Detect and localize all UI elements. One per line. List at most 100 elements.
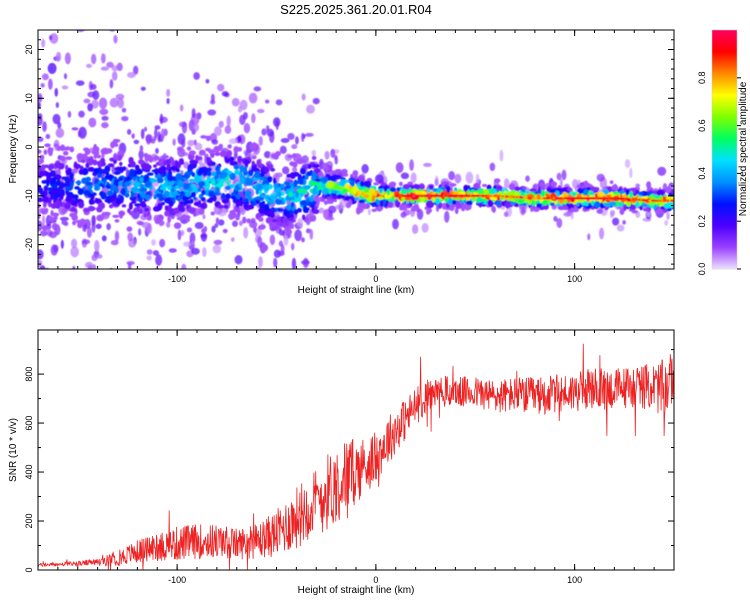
heatmap-cell — [246, 218, 251, 224]
heatmap-cell — [35, 292, 41, 298]
heatmap-cell — [87, 91, 96, 98]
heatmap-cell — [313, 195, 320, 202]
heatmap-cell — [106, 61, 114, 68]
heatmap-cell — [361, 163, 369, 174]
heatmap-cell — [257, 236, 263, 248]
heatmap-cell — [99, 182, 104, 187]
y-tick-label: -10 — [24, 189, 34, 202]
heatmap-cell — [598, 227, 605, 240]
heatmap-cell — [401, 196, 406, 203]
heatmap-cell — [138, 228, 142, 236]
heatmap-cell — [43, 188, 48, 195]
heatmap-cell — [51, 212, 60, 217]
heatmap-cell — [205, 78, 210, 84]
heatmap-cell — [279, 145, 287, 154]
heatmap-cell — [275, 99, 283, 106]
heatmap-cell — [218, 175, 227, 179]
heatmap-cell — [549, 189, 555, 194]
heatmap-cell — [292, 161, 298, 168]
heatmap-cell — [513, 186, 521, 192]
heatmap-cell — [42, 196, 49, 204]
heatmap-cell — [271, 218, 278, 223]
heatmap-cell — [233, 146, 240, 153]
heatmap-cell — [444, 196, 449, 203]
heatmap-cell — [65, 186, 73, 191]
heatmap-cell — [318, 181, 322, 189]
heatmap-cell — [243, 123, 251, 134]
heatmap-cell — [237, 135, 242, 143]
x-tick-label: 0 — [373, 575, 378, 585]
heatmap-cell — [310, 171, 317, 178]
heatmap-cell — [166, 221, 171, 228]
heatmap-cell — [320, 176, 328, 183]
heatmap-cell — [211, 225, 216, 233]
heatmap-cell — [377, 196, 385, 200]
heatmap-cell — [69, 212, 77, 218]
heatmap-cell — [465, 171, 474, 184]
heatmap-cell — [242, 216, 247, 224]
heatmap-cell — [70, 0, 74, 11]
heatmap-cell — [242, 197, 247, 202]
heatmap-cell — [113, 154, 119, 161]
heatmap-cell — [312, 97, 320, 105]
heatmap-cell — [178, 206, 186, 213]
heatmap-cell — [428, 184, 434, 190]
heatmap-cell — [342, 172, 349, 177]
heatmap-cell — [251, 155, 257, 160]
heatmap-cell — [229, 213, 236, 220]
heatmap-cell — [38, 212, 41, 220]
heatmap-cell — [646, 181, 652, 189]
heatmap-cell — [45, 19, 51, 26]
heatmap-cell — [491, 207, 496, 213]
heatmap-cell — [237, 289, 242, 296]
heatmap-cell — [78, 169, 84, 175]
heatmap-cell — [38, 115, 43, 126]
heatmap-cell — [87, 184, 93, 190]
heatmap-cell — [447, 197, 453, 205]
heatmap-cell — [319, 196, 323, 202]
heatmap-cell — [235, 199, 241, 208]
heatmap-cell — [144, 207, 149, 212]
heatmap-cell — [191, 247, 200, 255]
heatmap-cell — [212, 244, 222, 254]
heatmap-cell — [91, 264, 97, 269]
heatmap-cell — [252, 185, 258, 189]
heatmap-cell — [611, 217, 620, 226]
heatmap-cell — [87, 166, 95, 172]
heatmap-cell — [114, 230, 120, 242]
heatmap-cell — [278, 229, 285, 236]
heatmap-cell — [330, 148, 336, 158]
heatmap-cell — [180, 170, 184, 175]
heatmap-cell — [133, 139, 140, 145]
heatmap-cell — [84, 148, 91, 156]
heatmap-cell — [183, 182, 190, 191]
heatmap-cell — [358, 199, 365, 204]
heatmap-cell — [126, 226, 133, 232]
heatmap-cell — [128, 268, 131, 269]
heatmap-cell — [363, 181, 368, 187]
heatmap-cell — [108, 204, 114, 209]
heatmap-cell — [137, 196, 143, 203]
heatmap-cell — [50, 244, 58, 256]
heatmap-cell — [286, 204, 292, 211]
heatmap-cell — [228, 138, 238, 144]
heatmap-cell — [173, 222, 182, 229]
heatmap-cell — [118, 307, 125, 318]
heatmap-cell — [164, 155, 169, 159]
heatmap-cell — [378, 188, 383, 194]
heatmap-cell — [307, 164, 312, 170]
heatmap-cell — [331, 189, 339, 194]
heatmap-cell — [186, 227, 193, 233]
heatmap-cell — [77, 201, 85, 209]
heatmap-cell — [47, 298, 50, 302]
x-tick-label: 100 — [567, 274, 582, 284]
heatmap-cell — [107, 163, 115, 168]
x-tick-label: -100 — [168, 274, 186, 284]
heatmap-cell — [98, 168, 104, 175]
heatmap-cell — [269, 234, 276, 246]
heatmap-cell — [181, 139, 186, 148]
heatmap-cell — [363, 194, 370, 199]
heatmap-cell — [38, 101, 41, 109]
heatmap-cell — [215, 165, 220, 172]
